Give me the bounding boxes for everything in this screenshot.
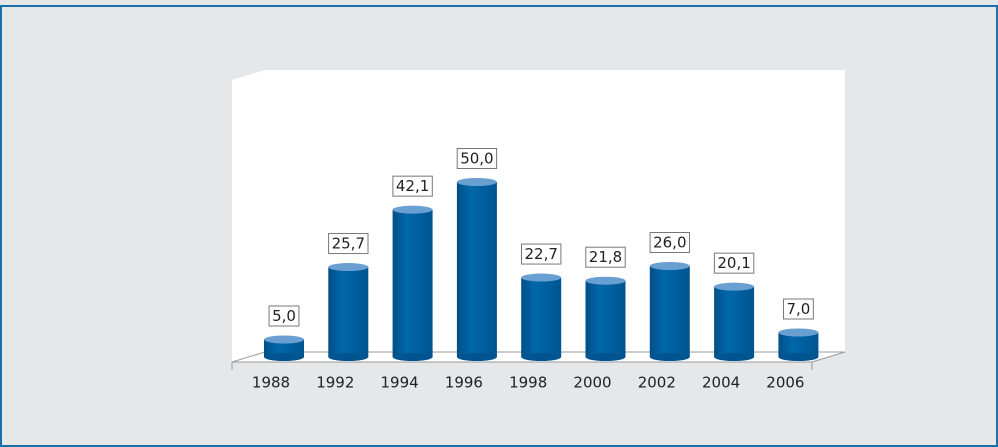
bar-bottom [264,353,304,361]
value-label-box [456,148,498,169]
bar [585,280,626,357]
x-tick-label: 1988 [252,374,290,392]
bar-bottom [778,353,819,361]
bar-top [649,262,690,270]
bar [392,209,433,357]
x-tick-label: 1998 [509,374,547,392]
bar-top [585,276,626,285]
bar-top [264,335,304,344]
value-label: 5,0 [272,307,296,325]
floor [231,351,846,363]
bar [328,267,369,357]
bar [649,266,690,357]
value-label: 42,1 [396,177,429,195]
bar-top [778,328,819,337]
value-label-box [649,232,691,253]
bar-bottom [585,353,626,361]
value-label-box [392,175,433,197]
x-tick-label: 2000 [573,374,611,392]
value-label-box [713,252,755,274]
x-tick-label: 1996 [445,374,483,392]
value-label: 25,7 [332,235,365,253]
bar-bottom [714,353,755,361]
bar-bottom [456,353,497,361]
value-label: 22,7 [524,245,557,263]
bar [521,277,562,357]
value-label-box [585,246,626,268]
x-tick-label: 1992 [316,374,354,392]
bar-bottom [521,353,562,361]
bar-top [521,273,562,282]
bar-top [456,178,497,186]
chart-panel [232,70,845,362]
frame [0,5,998,447]
value-label-box [328,233,369,255]
x-tick-label: 2006 [766,374,804,392]
x-tick-label: 2002 [638,374,676,392]
value-label: 20,1 [717,254,750,272]
bar [456,182,497,357]
value-label-box [268,305,300,327]
value-label: 50,0 [460,150,493,168]
bar [264,339,304,357]
bar-top [714,282,755,291]
bar-top [392,205,433,214]
value-label: 7,0 [786,300,810,318]
bar-top [328,263,369,272]
value-label-box [520,243,562,265]
value-label: 26,0 [653,234,686,252]
value-label-box [782,298,814,320]
bar-bottom [649,353,690,361]
bar [714,286,755,357]
bar-bottom [328,353,369,361]
value-label: 21,8 [589,248,622,266]
x-tick-label: 2004 [702,374,740,392]
bar-bottom [392,353,433,361]
x-tick-label: 1994 [381,374,419,392]
bar [778,332,819,357]
